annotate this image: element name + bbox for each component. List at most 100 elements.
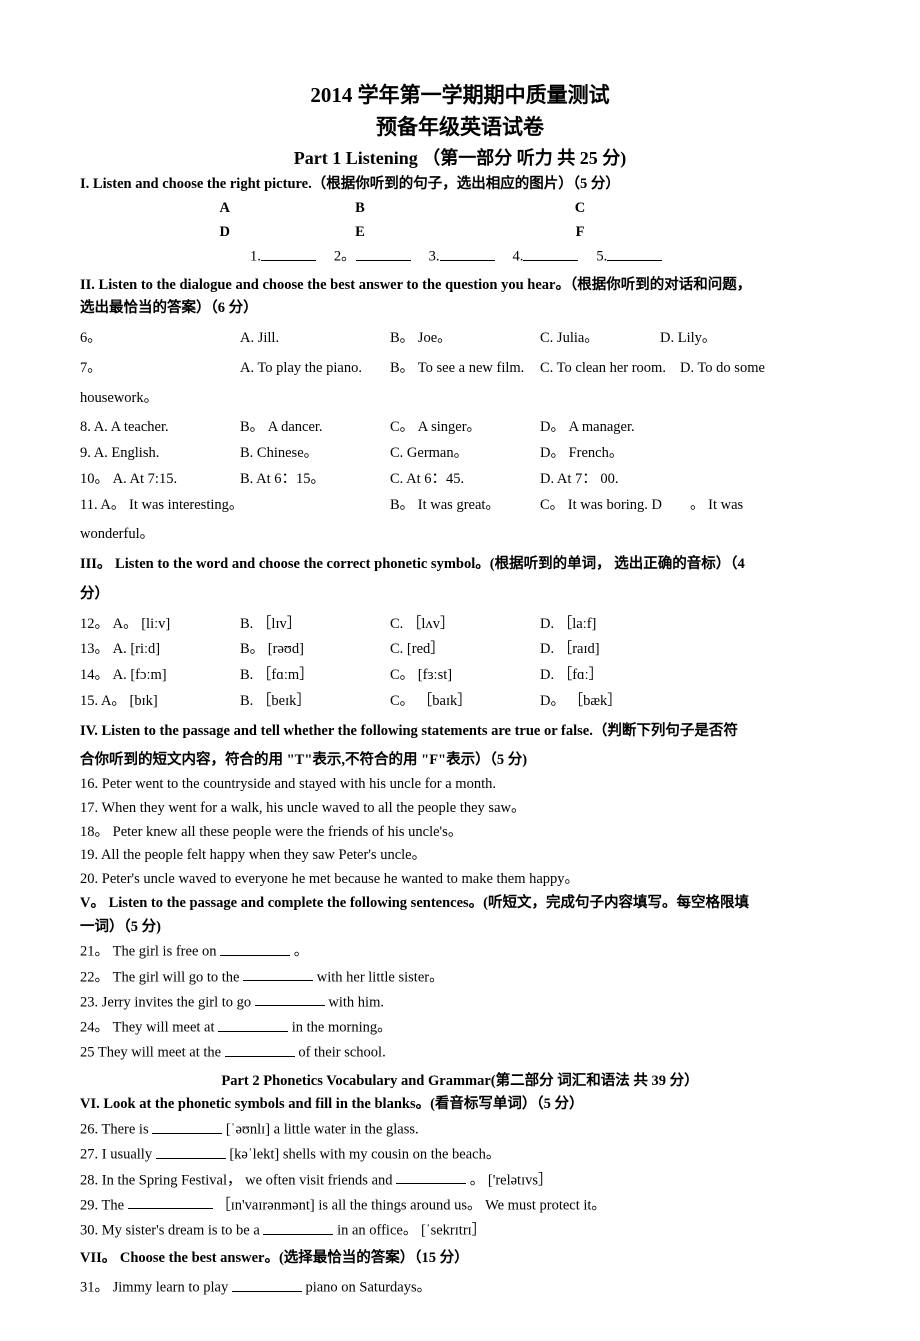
section5-head2: 一词）（5 分) — [80, 917, 840, 939]
q13-b: B。 [rəʊd] — [240, 639, 390, 661]
q12-row: 12。 A。 [liːv] B. ［lɪv］ C. ［lʌv］ D. ［laːf… — [80, 614, 840, 636]
blank-3: 3. — [429, 245, 495, 268]
q8-num: 8. A. A teacher. — [80, 417, 240, 439]
q7-num: 7。 — [80, 358, 240, 380]
l29-blank — [128, 1194, 213, 1210]
l31-blank — [232, 1276, 302, 1292]
q13-num: 13。 A. [riːd] — [80, 639, 240, 661]
q14-d: D. ［fɑː］ — [540, 665, 690, 687]
blank-5-num: 5. — [596, 249, 607, 265]
l24-a: 24。 They will meet at — [80, 1020, 218, 1036]
q6-d: D. Lily。 — [660, 328, 810, 350]
section4-head2: 合你听到的短文内容，符合的用 "T"表示,不符合的用 "F"表示）（5 分) — [80, 750, 840, 772]
picture-row-1: A B C — [80, 198, 840, 220]
q15-row: 15. A。 [bɪk] B. ［beɪk］ C。 ［baɪk］ D。 ［bæk… — [80, 691, 840, 713]
section1-head: I. Listen and choose the right picture.（… — [80, 174, 840, 196]
pic-label-a: A — [80, 198, 250, 220]
q14-row: 14。 A. [fɔːm] B. ［fɑːm］ C。 [fɜːst] D. ［f… — [80, 665, 840, 687]
q13-row: 13。 A. [riːd] B。 [rəʊd] C. [red］ D. ［raɪ… — [80, 639, 840, 661]
l23: 23. Jerry invites the girl to go with hi… — [80, 991, 840, 1014]
pic-label-f: F — [470, 222, 690, 244]
blank-1-line — [261, 245, 316, 261]
blank-2-num: 2。 — [334, 249, 356, 265]
blank-5: 5. — [596, 245, 662, 268]
q9-d: D。 French。 — [540, 443, 690, 465]
blank-2: 2。 — [334, 245, 411, 268]
q7-b: B。 To see a new film. — [390, 358, 540, 380]
q12-b: B. ［lɪv］ — [240, 614, 390, 636]
q10-num: 10。 A. At 7:15. — [80, 469, 240, 491]
blank-4: 4. — [513, 245, 579, 268]
blank-3-line — [440, 245, 495, 261]
title-main: 2014 学年第一学期期中质量测试 — [80, 80, 840, 112]
l25-a: 25 They will meet at the — [80, 1045, 225, 1061]
q10-b: B. At 6：15。 — [240, 469, 390, 491]
q10-c: C. At 6：45. — [390, 469, 540, 491]
l27-blank — [156, 1143, 226, 1159]
l28-blank — [396, 1169, 466, 1185]
pic-label-b: B — [250, 198, 470, 220]
blank-2-line — [356, 245, 411, 261]
q8-row: 8. A. A teacher. B。 A dancer. C。 A singe… — [80, 417, 840, 439]
l20: 20. Peter's uncle waved to everyone he m… — [80, 869, 840, 891]
q13-c: C. [red］ — [390, 639, 540, 661]
l25-b: of their school. — [295, 1045, 386, 1061]
l25-blank — [225, 1041, 295, 1057]
l31-a: 31。 Jimmy learn to play — [80, 1280, 232, 1296]
q8-b: B。 A dancer. — [240, 417, 390, 439]
q11-b: B。 It was great。 — [390, 495, 540, 517]
section5-head1: V。 Listen to the passage and complete th… — [80, 893, 840, 915]
section3-head1: III。 Listen to the word and choose the c… — [80, 554, 840, 576]
l19: 19. All the people felt happy when they … — [80, 845, 840, 867]
part1-title: Part 1 Listening （第一部分 听力 共 25 分) — [80, 145, 840, 172]
l16: 16. Peter went to the countryside and st… — [80, 774, 840, 796]
q8-d: D。 A manager. — [540, 417, 690, 439]
l21-blank — [220, 940, 290, 956]
q9-row: 9. A. English. B. Chinese。 C. German。 D。… — [80, 443, 840, 465]
l27-b: [kəˈlekt] shells with my cousin on the b… — [226, 1147, 501, 1163]
l28-a: 28. In the Spring Festival， we often vis… — [80, 1172, 396, 1188]
q12-num: 12。 A。 [liːv] — [80, 614, 240, 636]
q6-num: 6。 — [80, 328, 240, 350]
l23-b: with him. — [325, 994, 384, 1010]
section6-head: VI. Look at the phonetic symbols and fil… — [80, 1094, 840, 1116]
blank-3-num: 3. — [429, 249, 440, 265]
l22-blank — [243, 966, 313, 982]
q8-c: C。 A singer。 — [390, 417, 540, 439]
l24: 24。 They will meet at in the morning。 — [80, 1016, 840, 1039]
l30: 30. My sister's dream is to be a in an o… — [80, 1219, 840, 1242]
q6-c: C. Julia。 — [540, 328, 660, 350]
l23-blank — [255, 991, 325, 1007]
blank-1-num: 1. — [250, 249, 261, 265]
section2-head2: 选出最恰当的答案）（6 分） — [80, 298, 840, 320]
blank-row: 1. 2。 3. 4. 5. — [80, 245, 840, 268]
l26-b: [ˈəʊnlɪ] a little water in the glass. — [222, 1122, 418, 1138]
l26-a: 26. There is — [80, 1122, 152, 1138]
picture-row-2: D E F — [80, 222, 840, 244]
pic-label-e: E — [250, 222, 470, 244]
pic-label-d: D — [80, 222, 250, 244]
pic-label-c: C — [470, 198, 690, 220]
part2-title: Part 2 Phonetics Vocabulary and Grammar(… — [80, 1071, 840, 1093]
l26-blank — [152, 1118, 222, 1134]
blank-1: 1. — [250, 245, 316, 268]
l25: 25 They will meet at the of their school… — [80, 1041, 840, 1064]
q14-c: C。 [fɜːst] — [390, 665, 540, 687]
blank-5-line — [607, 245, 662, 261]
l31: 31。 Jimmy learn to play piano on Saturda… — [80, 1276, 840, 1299]
l21-b: 。 — [290, 944, 308, 960]
l27-a: 27. I usually — [80, 1147, 156, 1163]
q11-row: 11. A。 It was interesting。 B。 It was gre… — [80, 495, 840, 517]
q9-num: 9. A. English. — [80, 443, 240, 465]
q11-num: 11. A。 It was interesting。 — [80, 495, 390, 517]
l22-b: with her little sister。 — [313, 969, 443, 985]
l17: 17. When they went for a walk, his uncle… — [80, 798, 840, 820]
l30-b: in an office。 [ˈsekrɪtrɪ］ — [333, 1223, 486, 1239]
q11-c: C。 It was boring. D — [540, 495, 690, 517]
l24-blank — [218, 1016, 288, 1032]
l27: 27. I usually [kəˈlekt] shells with my c… — [80, 1143, 840, 1166]
q15-num: 15. A。 [bɪk] — [80, 691, 240, 713]
q11-tail: wonderful。 — [80, 524, 840, 546]
l30-blank — [263, 1219, 333, 1235]
q15-d: D。 ［bæk］ — [540, 691, 690, 713]
